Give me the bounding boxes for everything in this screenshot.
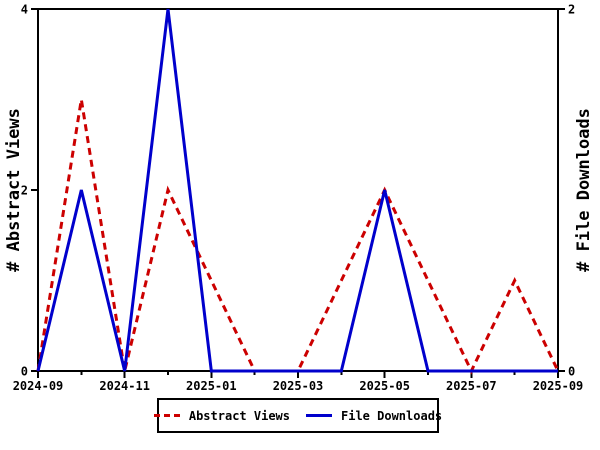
legend-label-file-downloads: File Downloads [341, 408, 443, 423]
legend-label-abstract-views: Abstract Views [188, 408, 290, 423]
x-axis-tick-label: 2025-09 [533, 379, 584, 393]
x-axis-tick-label: 2025-01 [186, 379, 237, 393]
x-axis-tick-label: 2025-05 [359, 379, 410, 393]
left-axis-tick-label: 0 [21, 365, 28, 379]
x-axis-tick-label: 2024-11 [99, 379, 150, 393]
right-axis-tick-label: 2 [568, 3, 575, 17]
right-axis-tick-label: 0 [568, 365, 575, 379]
abstract-views-line-sample [153, 414, 180, 417]
x-axis-tick-label: 2025-03 [273, 379, 324, 393]
file-downloads-line-sample [306, 414, 332, 417]
legend-item-file-downloads: File Downloads [306, 409, 442, 423]
x-axis-tick-label: 2024-09 [13, 379, 64, 393]
x-axis-tick-label: 2025-07 [446, 379, 497, 393]
right-axis-title: # File Downloads [574, 108, 594, 272]
left-axis-tick-label: 2 [21, 184, 28, 198]
legend: Abstract Views File Downloads [153, 398, 442, 433]
plot-generated-content: 0 2 4 0 2 2024-09 2024-11 2025-01 2025-03 2025-05… [13, 3, 584, 394]
left-axis-title: # Abstract Views [4, 108, 24, 272]
left-axis-tick-label: 4 [21, 3, 28, 17]
series-line-file-downloads [36, 8, 558, 373]
legend-item-abstract-views: Abstract Views [153, 408, 290, 423]
